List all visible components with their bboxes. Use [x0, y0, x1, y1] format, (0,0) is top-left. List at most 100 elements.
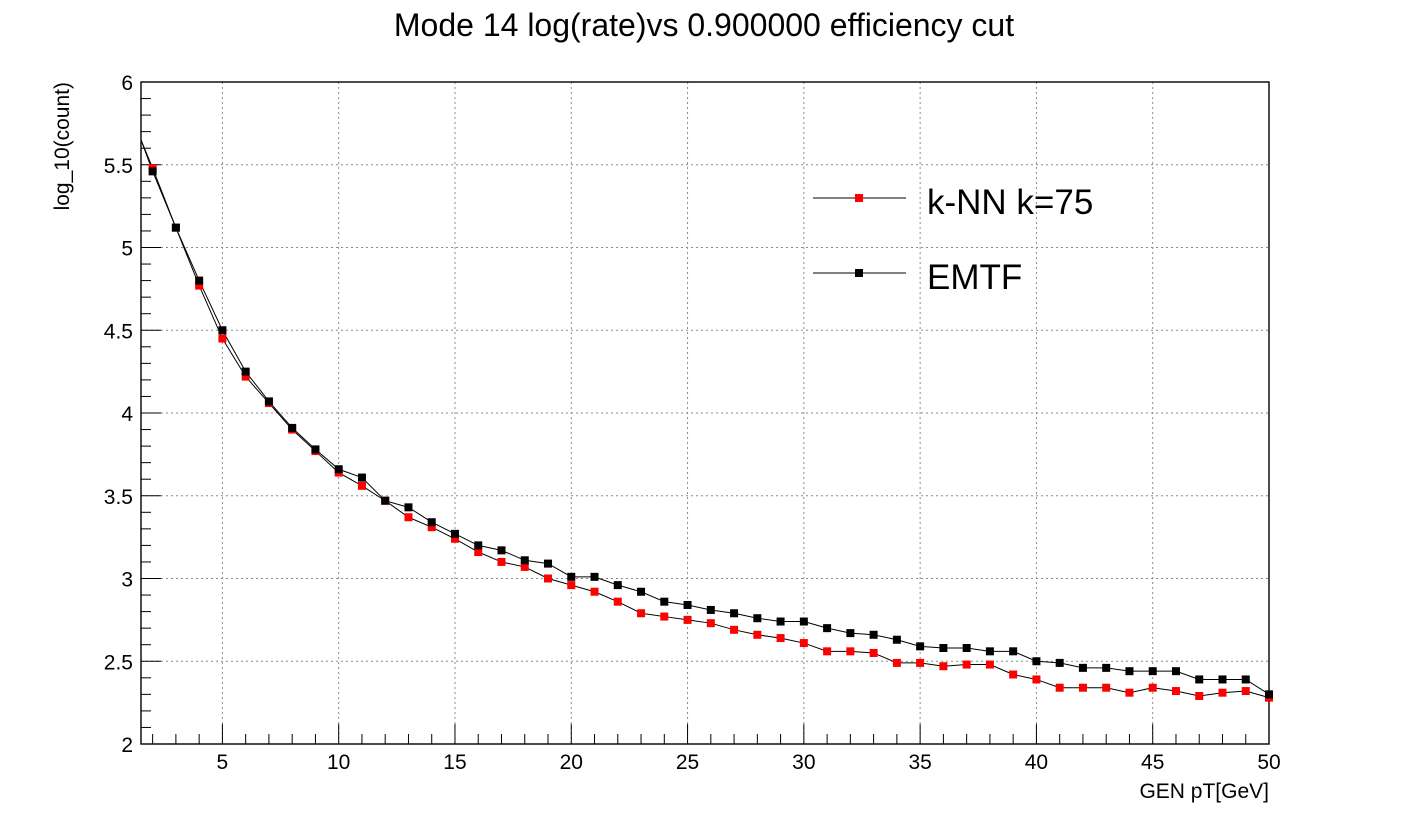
data-point-emtf [1218, 675, 1227, 684]
data-point-emtf [1009, 647, 1018, 656]
data-point-emtf [450, 529, 459, 538]
plot-frame [140, 81, 1270, 745]
x-tick-labels: 5 10 15 20 25 30 35 40 45 50 [217, 751, 1281, 774]
data-point-knn [1125, 688, 1134, 697]
data-point-knn [706, 619, 715, 628]
data-point-emtf [1171, 667, 1180, 676]
y-tick-label: 4 [121, 403, 133, 426]
data-point-knn [613, 597, 622, 606]
data-point-emtf [1055, 658, 1064, 667]
data-point-knn [474, 548, 483, 557]
y-axis-label: log_10(count) [51, 82, 74, 210]
data-point-emtf [1125, 667, 1134, 676]
y-tick-label: 4.5 [104, 320, 133, 343]
data-point-emtf [590, 572, 599, 581]
data-point-emtf [567, 572, 576, 581]
data-point-emtf [1195, 675, 1204, 684]
data-point-knn [962, 660, 971, 669]
data-point-emtf [1241, 675, 1250, 684]
grid-lines [141, 82, 1270, 744]
y-tick-label: 3 [121, 569, 133, 592]
data-point-emtf [730, 609, 739, 618]
data-point-knn [1032, 675, 1041, 684]
data-point-knn [218, 334, 227, 343]
y-tick-label: 6 [121, 72, 133, 95]
y-tick-label: 5.5 [104, 155, 133, 178]
data-point-emtf [381, 496, 390, 505]
data-point-emtf [171, 223, 180, 232]
data-point-emtf [544, 559, 553, 568]
data-point-knn [450, 534, 459, 543]
data-point-knn [1055, 683, 1064, 692]
data-point-emtf [357, 473, 366, 482]
data-point-emtf [985, 647, 994, 656]
legend-marker-emtf [855, 269, 863, 277]
y-tick-label: 2.5 [104, 651, 133, 674]
data-point-knn [1241, 687, 1250, 696]
y-tick-labels: 2 2.5 3 3.5 4 4.5 5 5.5 6 [104, 72, 134, 757]
data-point-emtf [148, 167, 157, 176]
data-point-emtf [799, 617, 808, 626]
data-point-emtf [939, 644, 948, 653]
data-point-emtf [288, 423, 297, 432]
data-point-emtf [846, 629, 855, 638]
data-point-knn [1218, 688, 1227, 697]
x-tick-label: 20 [560, 751, 583, 774]
axis-ticks [141, 81, 1270, 745]
data-point-knn [1078, 683, 1087, 692]
chart-title: Mode 14 log(rate)vs 0.900000 efficiency … [394, 7, 1014, 43]
data-point-emtf [474, 541, 483, 550]
data-point-knn [1171, 687, 1180, 696]
data-point-emtf [823, 624, 832, 633]
data-point-emtf [497, 546, 506, 555]
data-point-emtf [753, 614, 762, 623]
data-point-knn [357, 481, 366, 490]
data-point-emtf [869, 630, 878, 639]
data-point-emtf [892, 635, 901, 644]
data-point-knn [799, 639, 808, 648]
data-point-knn [590, 587, 599, 596]
data-point-emtf [1032, 657, 1041, 666]
data-point-knn [567, 581, 576, 590]
x-tick-label: 25 [676, 751, 699, 774]
data-point-knn [1195, 692, 1204, 701]
data-point-knn [241, 372, 250, 381]
series-line-emtf [140, 139, 1270, 695]
data-point-knn [520, 562, 529, 571]
y-tick-label: 3.5 [104, 486, 133, 509]
data-point-knn [427, 523, 436, 532]
data-point-emtf [1102, 663, 1111, 672]
x-tick-label: 30 [792, 751, 815, 774]
data-point-emtf [637, 587, 646, 596]
data-point-knn [892, 658, 901, 667]
data-point-knn [637, 609, 646, 618]
data-point-knn [985, 660, 994, 669]
legend-label-knn: k-NN k=75 [927, 183, 1093, 222]
x-tick-label: 5 [217, 751, 229, 774]
data-point-emtf [962, 644, 971, 653]
data-point-knn [660, 612, 669, 621]
data-point-emtf [776, 617, 785, 626]
data-point-emtf [520, 556, 529, 565]
x-tick-label: 40 [1025, 751, 1048, 774]
data-point-knn [1148, 683, 1157, 692]
series-layer [140, 139, 1273, 702]
data-point-knn [730, 625, 739, 634]
data-point-knn [544, 574, 553, 583]
data-point-emtf [916, 642, 925, 651]
data-point-emtf [1148, 667, 1157, 676]
x-tick-label: 35 [908, 751, 931, 774]
x-tick-label: 15 [443, 751, 466, 774]
data-point-knn [939, 662, 948, 671]
data-point-emtf [613, 581, 622, 590]
data-point-emtf [1078, 663, 1087, 672]
data-point-emtf [195, 276, 204, 285]
data-point-knn [753, 630, 762, 639]
data-point-emtf [427, 518, 436, 527]
legend-label-emtf: EMTF [927, 258, 1022, 297]
y-tick-label: 2 [121, 734, 133, 757]
data-point-emtf [706, 605, 715, 614]
x-axis-label: GEN pT[GeV] [1139, 780, 1269, 803]
data-point-emtf [218, 326, 227, 335]
